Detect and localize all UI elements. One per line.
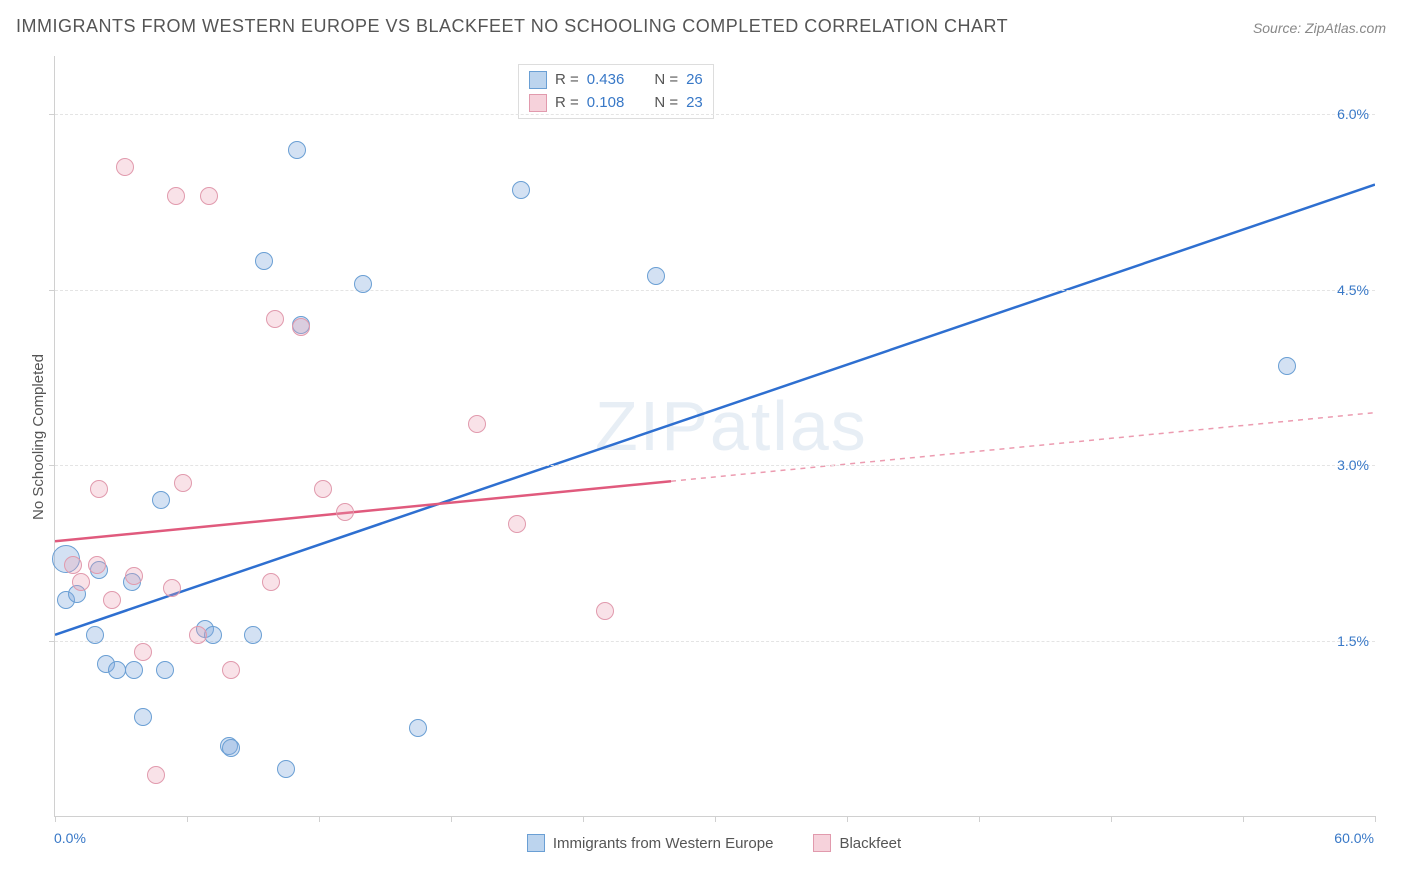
trend-line-blackfeet — [55, 481, 671, 541]
data-point-immigrants — [255, 252, 273, 270]
source-label: Source: ZipAtlas.com — [1253, 20, 1386, 36]
data-point-blackfeet — [103, 591, 121, 609]
data-point-blackfeet — [134, 643, 152, 661]
y-tick-label: 4.5% — [1337, 282, 1369, 298]
legend-item-immigrants: Immigrants from Western Europe — [527, 834, 774, 852]
x-tick — [451, 816, 452, 822]
data-point-blackfeet — [222, 661, 240, 679]
data-point-immigrants — [1278, 357, 1296, 375]
data-point-immigrants — [156, 661, 174, 679]
legend-stats-row-immigrants: R = 0.436 N = 26 — [529, 69, 703, 92]
legend-stats: R = 0.436 N = 26 R = 0.108 N = 23 — [518, 64, 714, 119]
data-point-blackfeet — [163, 579, 181, 597]
y-tick-label: 3.0% — [1337, 457, 1369, 473]
data-point-immigrants — [125, 661, 143, 679]
data-point-immigrants — [108, 661, 126, 679]
data-point-blackfeet — [468, 415, 486, 433]
data-point-blackfeet — [125, 567, 143, 585]
legend-r-label: R = — [555, 69, 579, 92]
legend-swatch-immigrants — [529, 71, 547, 89]
data-point-immigrants — [86, 626, 104, 644]
legend-n-value: 26 — [686, 69, 703, 92]
x-tick — [1243, 816, 1244, 822]
plot-area: R = 0.436 N = 26 R = 0.108 N = 23 ZIPatlas 1.5%… — [54, 56, 1375, 817]
data-point-blackfeet — [508, 515, 526, 533]
gridline-h — [55, 114, 1375, 115]
data-point-blackfeet — [262, 573, 280, 591]
data-point-blackfeet — [167, 187, 185, 205]
data-point-immigrants — [222, 739, 240, 757]
legend-swatch-blackfeet — [813, 834, 831, 852]
data-point-blackfeet — [147, 766, 165, 784]
legend-r-label: R = — [555, 92, 579, 115]
data-point-immigrants — [277, 760, 295, 778]
x-tick — [715, 816, 716, 822]
legend-r-value: 0.436 — [587, 69, 625, 92]
x-tick — [847, 816, 848, 822]
data-point-blackfeet — [90, 480, 108, 498]
x-tick — [187, 816, 188, 822]
gridline-h — [55, 465, 1375, 466]
data-point-immigrants — [647, 267, 665, 285]
legend-r-value: 0.108 — [587, 92, 625, 115]
data-point-immigrants — [512, 181, 530, 199]
data-point-blackfeet — [200, 187, 218, 205]
legend-swatch-blackfeet — [529, 94, 547, 112]
data-point-blackfeet — [292, 318, 310, 336]
x-tick — [1375, 816, 1376, 822]
legend-label: Immigrants from Western Europe — [553, 835, 774, 852]
data-point-blackfeet — [314, 480, 332, 498]
y-tick-label: 6.0% — [1337, 106, 1369, 122]
data-point-immigrants — [134, 708, 152, 726]
y-tick — [49, 641, 55, 642]
legend-n-value: 23 — [686, 92, 703, 115]
data-point-immigrants — [204, 626, 222, 644]
data-point-immigrants — [409, 719, 427, 737]
data-point-immigrants — [288, 141, 306, 159]
legend-label: Blackfeet — [839, 835, 901, 852]
data-point-immigrants — [354, 275, 372, 293]
data-point-blackfeet — [174, 474, 192, 492]
chart-title: IMMIGRANTS FROM WESTERN EUROPE VS BLACKF… — [16, 16, 1008, 37]
legend-item-blackfeet: Blackfeet — [813, 834, 901, 852]
x-tick — [319, 816, 320, 822]
legend-n-label: N = — [654, 69, 678, 92]
data-point-blackfeet — [88, 556, 106, 574]
x-tick — [1111, 816, 1112, 822]
x-tick — [55, 816, 56, 822]
x-tick — [583, 816, 584, 822]
data-point-blackfeet — [64, 556, 82, 574]
trend-lines — [55, 56, 1375, 816]
y-tick — [49, 290, 55, 291]
data-point-blackfeet — [72, 573, 90, 591]
data-point-immigrants — [152, 491, 170, 509]
legend-bottom: Immigrants from Western Europe Blackfeet — [54, 834, 1374, 852]
y-tick — [49, 114, 55, 115]
trend-line-immigrants — [55, 185, 1375, 635]
data-point-blackfeet — [266, 310, 284, 328]
y-axis-title: No Schooling Completed — [30, 354, 47, 520]
x-tick — [979, 816, 980, 822]
legend-swatch-immigrants — [527, 834, 545, 852]
legend-stats-row-blackfeet: R = 0.108 N = 23 — [529, 92, 703, 115]
data-point-blackfeet — [596, 602, 614, 620]
data-point-blackfeet — [116, 158, 134, 176]
data-point-blackfeet — [336, 503, 354, 521]
data-point-immigrants — [244, 626, 262, 644]
y-tick-label: 1.5% — [1337, 633, 1369, 649]
data-point-blackfeet — [189, 626, 207, 644]
gridline-h — [55, 290, 1375, 291]
watermark: ZIPatlas — [595, 386, 868, 466]
y-tick — [49, 465, 55, 466]
trend-line-dash-blackfeet — [671, 413, 1375, 482]
legend-n-label: N = — [654, 92, 678, 115]
